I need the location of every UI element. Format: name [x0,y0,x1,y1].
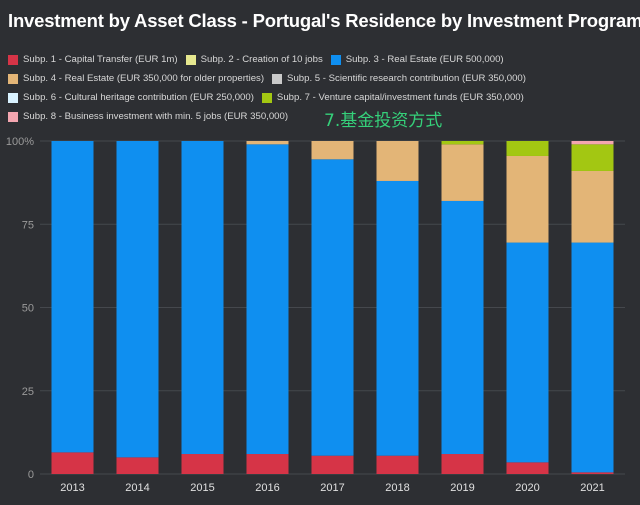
bar-segment [441,144,484,201]
legend-label: Subp. 2 - Creation of 10 jobs [200,54,323,65]
bar-segment [571,170,614,243]
y-tick-label: 0 [28,469,34,481]
chart-legend: Subp. 1 - Capital Transfer (EUR 1m) Subp.… [8,50,638,126]
legend-item[interactable]: Subp. 5 - Scientific research contributi… [272,73,526,84]
bar-segment [376,180,419,456]
bar-segment [51,452,94,474]
x-tick-label: 2015 [190,482,214,494]
legend-swatch [8,111,18,122]
x-tick-label: 2016 [255,482,279,494]
legend-swatch [185,54,196,65]
x-tick-label: 2017 [320,482,344,494]
legend-item[interactable]: Subp. 1 - Capital Transfer (EUR 1m) [8,54,178,65]
legend-item[interactable]: Subp. 7 - Venture capital/investment fun… [261,92,524,103]
bar-segment [376,455,419,474]
legend-label: Subp. 5 - Scientific research contributi… [287,73,526,84]
bar-segment [246,454,289,474]
chart-title: Investment by Asset Class - Portugal's R… [8,10,640,31]
legend-label: Subp. 4 - Real Estate (EUR 350,000 for o… [23,73,265,84]
bar-segment [181,454,224,474]
legend-row: Subp. 4 - Real Estate (EUR 350,000 for o… [8,69,638,88]
x-tick-label: 2013 [60,482,84,494]
x-tick-label: 2018 [385,482,409,494]
bar-segment [506,462,549,474]
legend-label: Subp. 6 - Cultural heritage contribution… [23,92,254,103]
legend-label: Subp. 3 - Real Estate (EUR 500,000) [345,54,504,65]
legend-label: Subp. 7 - Venture capital/investment fun… [276,92,524,103]
bar-segment [441,454,484,474]
bar-segment [181,141,224,455]
bar-segment [311,455,354,474]
x-tick-label: 2021 [580,482,604,494]
y-tick-label: 75 [22,219,34,231]
legend-item[interactable]: Subp. 4 - Real Estate (EUR 350,000 for o… [8,73,264,84]
bar-segment [571,472,614,474]
bar-segment [311,159,354,456]
bar-segment [441,141,484,145]
legend-swatch [8,92,18,103]
legend-swatch [272,73,283,84]
x-tick-label: 2020 [515,482,539,494]
x-tick-label: 2019 [450,482,474,494]
legend-label: Subp. 8 - Business investment with min. … [23,111,289,122]
legend-item[interactable]: Subp. 6 - Cultural heritage contribution… [8,92,254,103]
bar-segment [311,141,354,160]
legend-swatch [261,92,272,103]
legend-row: Subp. 1 - Capital Transfer (EUR 1m) Subp.… [8,50,638,69]
bar-segment [441,200,484,455]
bar-segment [506,242,549,463]
legend-swatch [8,54,18,65]
y-tick-label: 50 [22,303,34,315]
bar-segment [116,141,159,458]
bar-segment [246,141,289,145]
legend-label: Subp. 1 - Capital Transfer (EUR 1m) [23,54,178,65]
bar-segment [246,144,289,455]
bar-segment [571,242,614,473]
legend-row: Subp. 6 - Cultural heritage contribution… [8,88,638,107]
bar-segment [506,141,549,156]
legend-item[interactable]: Subp. 2 - Creation of 10 jobs [185,54,323,65]
legend-row: Subp. 8 - Business investment with min. … [8,107,638,126]
bar-segment [506,155,549,243]
x-tick-label: 2014 [125,482,149,494]
legend-swatch [8,73,18,84]
chart-annotation: 7.基金投资方式 [324,111,443,131]
legend-item[interactable]: Subp. 8 - Business investment with min. … [8,111,288,122]
bar-segment [571,141,614,145]
bar-segment [116,457,159,474]
bar-segment [571,144,614,171]
bar-segment [376,141,419,181]
y-tick-label: 25 [22,386,34,398]
legend-item[interactable]: Subp. 3 - Real Estate (EUR 500,000) [330,54,504,65]
bar-segment [51,141,94,453]
y-tick-label: 100% [6,136,34,148]
legend-swatch [330,54,341,65]
